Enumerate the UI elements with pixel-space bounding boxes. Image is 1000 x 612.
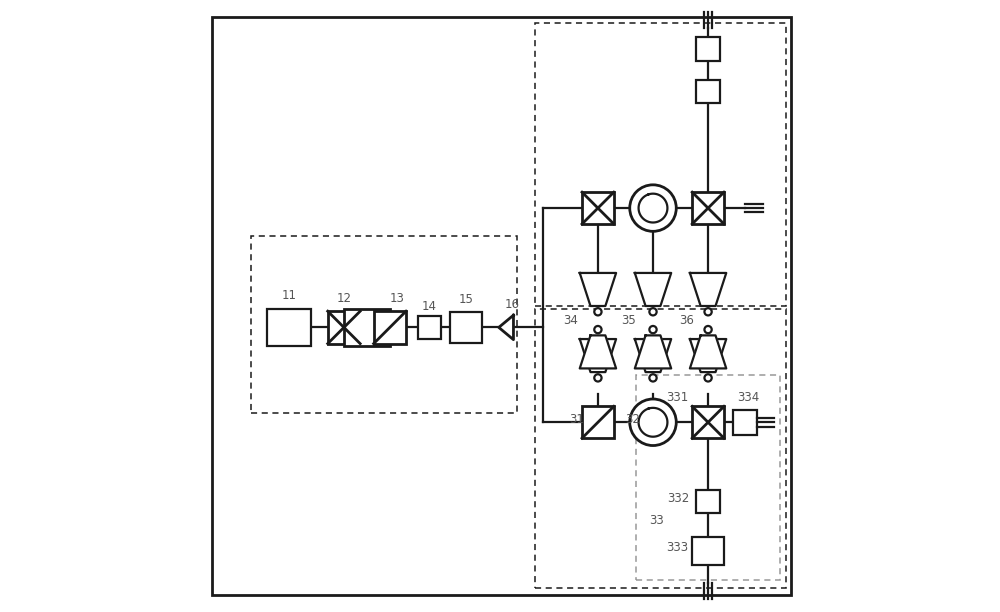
Circle shape [649, 308, 657, 315]
Circle shape [594, 326, 602, 333]
Bar [733, 410, 757, 435]
Circle shape [594, 375, 602, 381]
Polygon shape [635, 273, 671, 306]
Text: 36: 36 [679, 314, 694, 327]
Text: 31: 31 [569, 412, 584, 426]
Circle shape [649, 375, 657, 381]
Circle shape [630, 185, 676, 231]
Text: 32: 32 [625, 412, 640, 426]
Text: 35: 35 [621, 314, 636, 327]
Bar [636, 375, 780, 580]
Bar [251, 236, 517, 413]
Bar [696, 80, 720, 103]
Bar [696, 490, 720, 513]
Bar [535, 23, 786, 306]
Circle shape [704, 375, 712, 381]
Text: 34: 34 [563, 314, 578, 327]
Text: 11: 11 [281, 289, 296, 302]
Bar [692, 192, 724, 224]
Circle shape [649, 326, 657, 333]
Bar [328, 312, 360, 344]
Bar [267, 309, 311, 346]
Polygon shape [635, 335, 671, 368]
Circle shape [594, 308, 602, 315]
Circle shape [704, 308, 712, 315]
Text: 33: 33 [649, 513, 663, 527]
Text: 332: 332 [668, 492, 690, 506]
Polygon shape [635, 339, 671, 372]
Polygon shape [499, 315, 513, 340]
Text: 14: 14 [422, 300, 437, 313]
Bar [692, 406, 724, 438]
Polygon shape [580, 339, 616, 372]
Circle shape [704, 326, 712, 333]
Text: 333: 333 [666, 541, 689, 554]
Circle shape [630, 399, 676, 446]
Bar [374, 312, 406, 344]
Bar [344, 309, 390, 346]
Text: 16: 16 [505, 297, 520, 311]
Polygon shape [580, 273, 616, 306]
Bar [582, 406, 614, 438]
Bar [692, 537, 724, 565]
Bar [535, 309, 786, 588]
Polygon shape [690, 339, 726, 372]
Bar [450, 312, 482, 343]
Text: 13: 13 [390, 291, 405, 305]
Polygon shape [580, 335, 616, 368]
Text: 334: 334 [737, 391, 759, 405]
Bar [582, 192, 614, 224]
Text: 331: 331 [666, 391, 689, 405]
Polygon shape [690, 335, 726, 368]
Bar [696, 37, 720, 61]
Bar [418, 316, 441, 339]
Text: 12: 12 [336, 291, 351, 305]
Polygon shape [690, 273, 726, 306]
Text: 15: 15 [459, 293, 474, 306]
